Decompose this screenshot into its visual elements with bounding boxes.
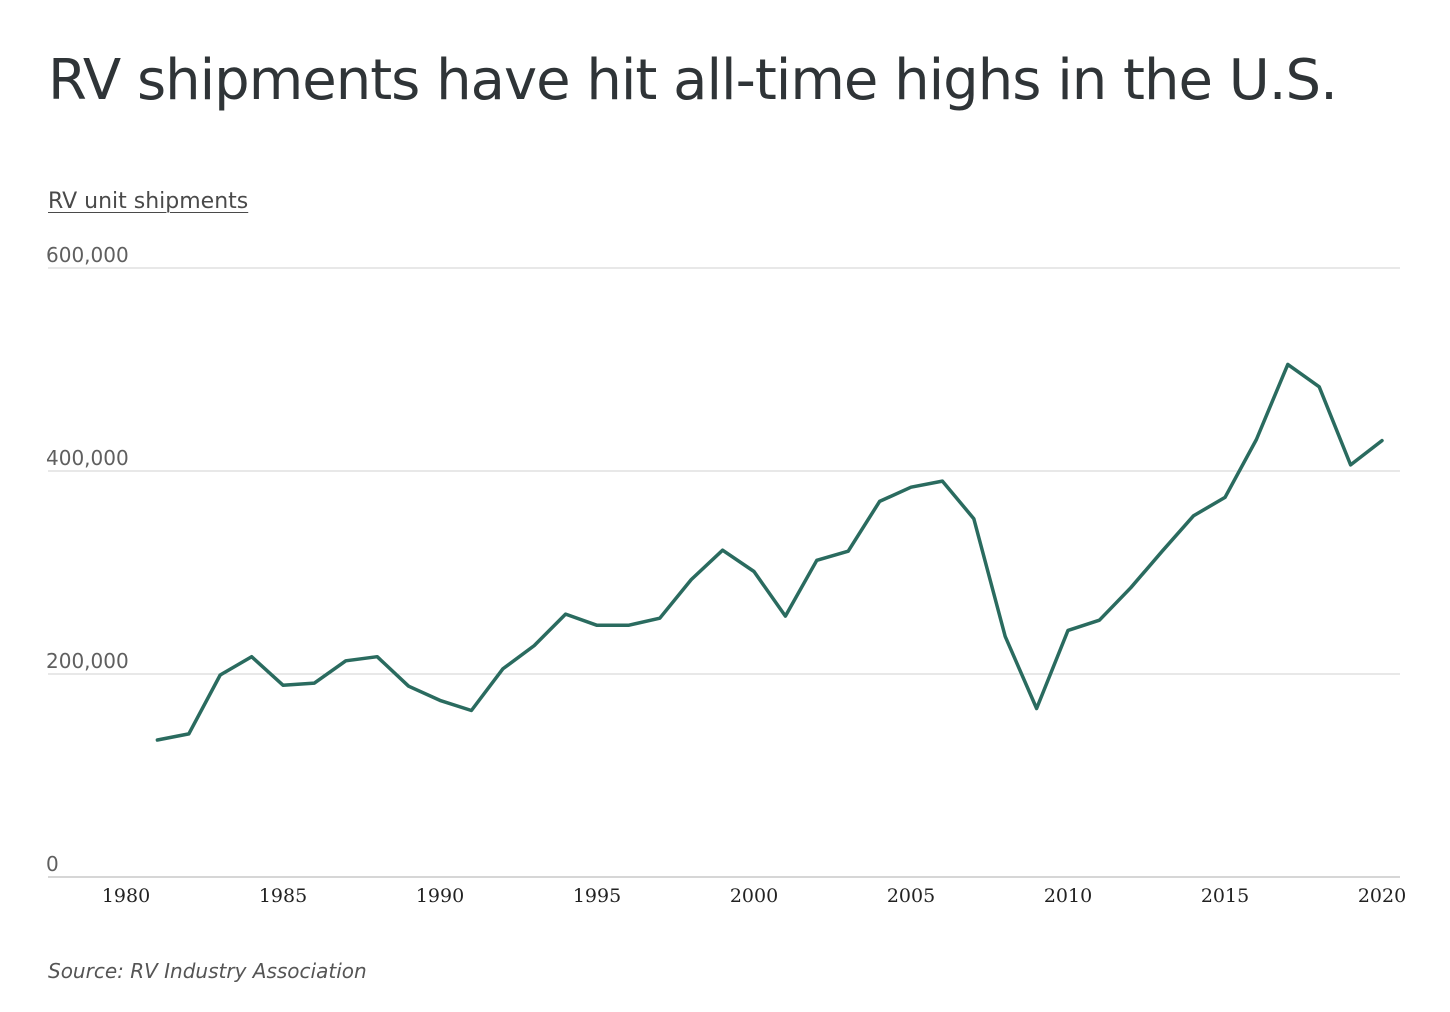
y-tick-label: 400,000: [46, 446, 129, 470]
y-tick-label: 200,000: [46, 649, 129, 673]
x-tick-label: 2020: [1358, 885, 1406, 907]
x-tick-label: 2010: [1044, 885, 1092, 907]
grid-lines: [48, 267, 1400, 878]
series-line: [155, 362, 1384, 742]
x-tick-label: 1980: [102, 885, 150, 907]
series-layer: [155, 362, 1384, 742]
chart-title: RV shipments have hit all-time highs in …: [48, 48, 1338, 113]
x-tick-label: 2015: [1201, 885, 1249, 907]
y-tick-label: 600,000: [46, 243, 129, 267]
y-tick-label: 0: [46, 852, 59, 876]
x-tick-label: 1985: [259, 885, 307, 907]
x-tick-label: 2005: [887, 885, 935, 907]
x-tick-label: 1990: [416, 885, 464, 907]
x-tick-label: 2000: [730, 885, 778, 907]
y-tick-labels: 0 200,000 400,000 600,000: [46, 243, 129, 876]
source-note: Source: RV Industry Association: [48, 959, 367, 983]
y-axis-label: RV unit shipments: [48, 189, 249, 214]
x-tick-labels: 1980 1985 1990 1995 2000 2005 2010 2015 2020: [102, 885, 1406, 907]
x-tick-label: 1995: [573, 885, 621, 907]
